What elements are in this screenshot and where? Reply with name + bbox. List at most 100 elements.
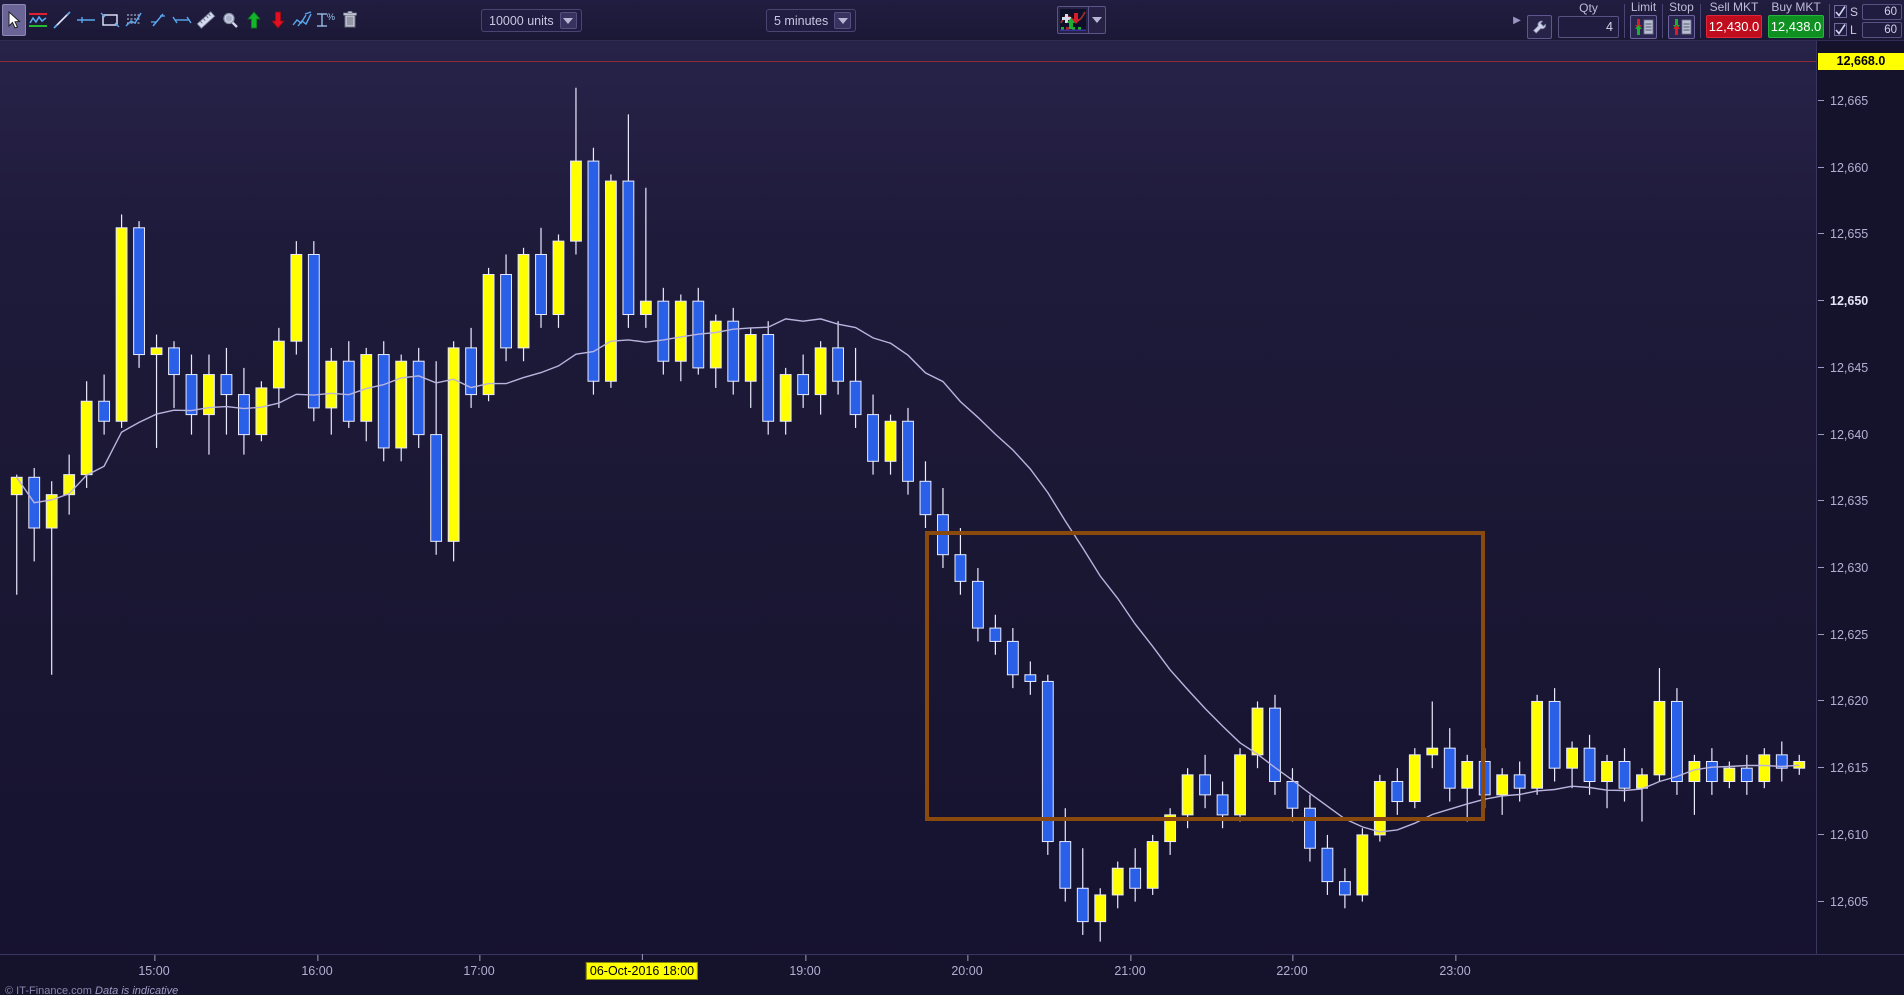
candle-body [1304,807,1316,849]
price-tick-label: 12,615 [1830,761,1869,776]
sell-cell: Sell MKT 12,430.0 [1703,0,1765,41]
candle-body [98,400,111,422]
limit-order-button[interactable] [1630,15,1657,39]
last-price-tag: 12,668.0 [1818,53,1904,70]
candle-body [954,554,967,582]
candle-body [1723,767,1736,783]
candle-body [1391,781,1404,803]
price-plot[interactable]: © IT-Finance.com Data is indicative [0,41,1816,995]
stop-order-button[interactable] [1668,15,1695,39]
stop-limit-settings: S 60 L 60 [1832,0,1904,41]
candle-body [150,347,163,356]
candle-body [1356,834,1369,896]
qty-input[interactable]: 4 [1558,16,1619,38]
delete-tool-button[interactable] [338,4,362,36]
candle-body [63,474,76,496]
price-tick-label: 12,650 [1830,294,1869,309]
horizontal-line-tool-button[interactable] [74,4,98,36]
candle-body [1338,881,1351,896]
ruler-tool-button[interactable] [194,4,218,36]
indicators-chevron-icon[interactable] [1088,7,1105,33]
limit-checkbox[interactable] [1834,23,1847,36]
order-entry-panel: ▶ Qty 4 Limit [1510,0,1904,41]
arrow-segment-tool-button[interactable] [170,4,194,36]
rectangle-tool-button[interactable] [98,4,122,36]
candle-body [1496,774,1509,796]
credit-text: © IT-Finance.com [5,985,92,995]
time-tick-label: 06-Oct-2016 18:00 [589,964,695,978]
chevron-down-icon[interactable] [834,12,852,29]
fibonacci-tool-button[interactable] [122,4,146,36]
time-tick: 16:00 [301,955,333,978]
candle-body [1181,774,1194,816]
chevron-down-icon[interactable] [559,12,577,29]
toolbar: % 10000 units 5 minutes [0,0,1904,41]
candle-body [1443,747,1456,789]
candle-body [1059,841,1072,889]
price-tick-label: 12,625 [1830,627,1869,642]
trendline-tool-button[interactable] [50,4,74,36]
candle-body [1671,700,1683,783]
time-tick-label: 20:00 [951,964,983,978]
time-tick: 17:00 [463,955,495,978]
price-axis[interactable]: 12,668.0 12,665 12,660 12,655 12,650 12,645 1… [1816,41,1904,995]
candle-body [203,374,215,416]
price-tick: 12,630 [1817,560,1904,576]
buy-cell: Buy MKT 12,438.0 [1765,0,1827,41]
candle-body [674,300,687,362]
candlestick-series [10,87,1806,942]
buy-market-button[interactable]: 12,438.0 [1768,15,1824,38]
candle-body [570,160,582,242]
candle-body [482,273,495,396]
candle-body [1618,761,1631,789]
panel-expand-arrow-icon[interactable]: ▶ [1513,15,1521,26]
channel-tool-button[interactable] [290,4,314,36]
candle-body [709,320,722,369]
candle-body [1199,774,1212,796]
candle-body [1164,814,1177,843]
candle-body [500,273,512,349]
stop-value-input[interactable]: 60 [1862,3,1902,20]
time-tick-label: 19:00 [789,964,821,978]
price-tick-label: 12,645 [1830,360,1869,375]
candle-body [1548,700,1561,769]
limit-cell: Limit [1627,0,1660,41]
svg-text:%: % [327,12,335,22]
price-tick: 12,635 [1817,493,1904,509]
candle-body [1461,761,1474,789]
candle-body [832,347,845,382]
buy-arrow-tool-button[interactable] [242,4,266,36]
candle-body [1129,867,1142,889]
time-tick: 19:00 [789,955,821,978]
time-tick-label: 17:00 [463,964,495,978]
candle-body [412,360,425,436]
limit-tag: L [1850,22,1857,37]
pointer-tool-button[interactable] [2,4,26,36]
candle-body [1269,707,1281,783]
timeframe-selector[interactable]: 5 minutes [766,9,857,32]
candle-body [587,160,600,382]
qty-cell: Qty 4 [1555,0,1622,41]
price-tick-label: 12,655 [1830,227,1869,242]
indicators-button[interactable] [1057,6,1106,34]
sell-arrow-tool-button[interactable] [266,4,290,36]
segment-tool-button[interactable] [146,4,170,36]
candle-body [1373,781,1386,836]
candle-body [1408,754,1421,803]
percent-range-tool-button[interactable]: % [314,4,338,36]
indicator-tool-button[interactable] [26,4,50,36]
candle-body [1216,794,1229,816]
candle-body [1705,761,1718,783]
time-tick: 06-Oct-2016 18:00 [585,954,699,980]
stop-checkbox[interactable] [1834,5,1847,18]
order-settings-button[interactable] [1527,15,1552,39]
buy-label: Buy MKT [1771,0,1821,14]
time-axis[interactable]: 15:00 16:00 17:00 06-Oct-2016 18:00 19:00 20:… [0,954,1904,995]
units-selector[interactable]: 10000 units [481,9,582,32]
price-tick: 12,610 [1817,827,1904,843]
stop-cell: Stop [1665,0,1698,41]
limit-value-input[interactable]: 60 [1862,21,1902,38]
selection-rectangle[interactable] [925,531,1485,821]
zoom-tool-button[interactable] [218,4,242,36]
sell-market-button[interactable]: 12,430.0 [1706,15,1762,38]
